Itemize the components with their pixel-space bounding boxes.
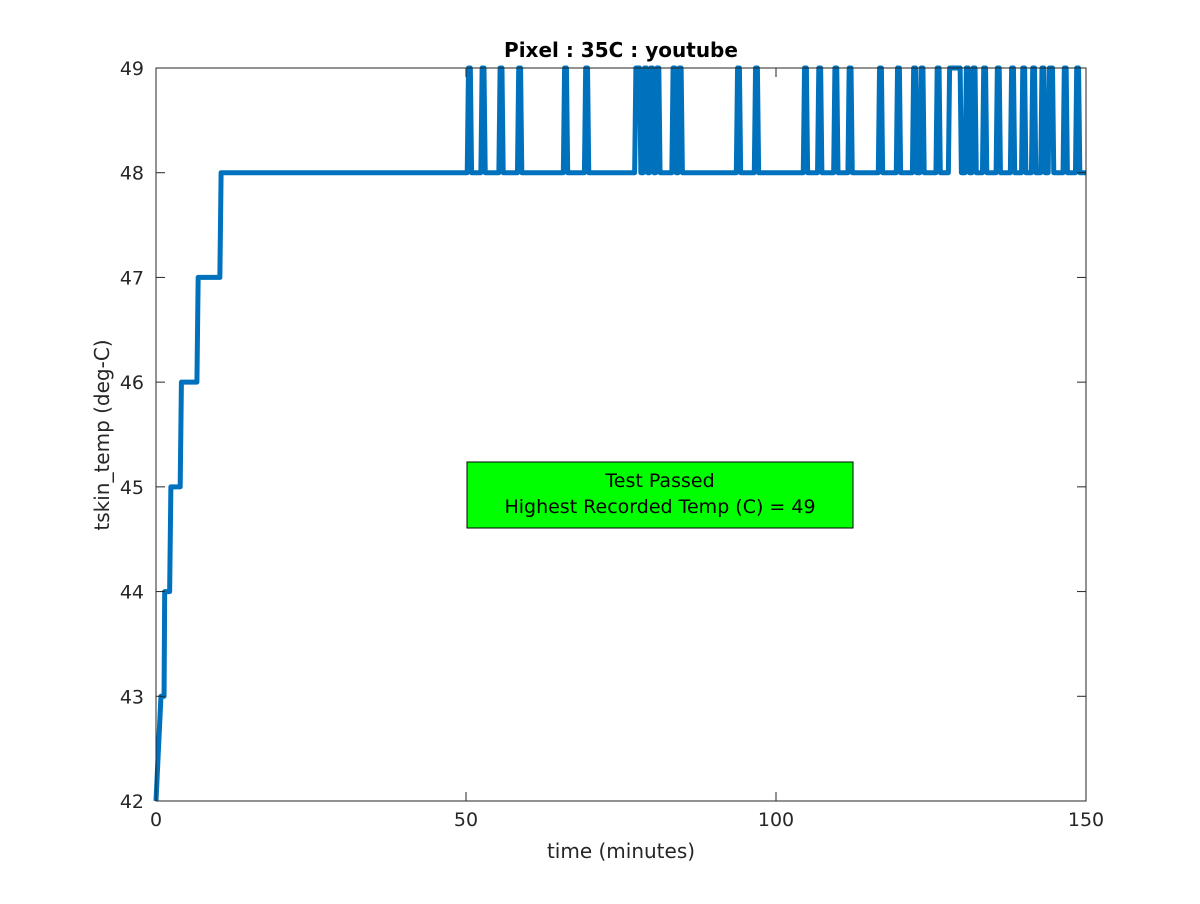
annotation-line-2: Highest Recorded Temp (C) = 49 xyxy=(504,496,815,518)
annotation-box: Test Passed Highest Recorded Temp (C) = … xyxy=(466,461,854,529)
chart-title: Pixel : 35C : youtube xyxy=(504,38,738,62)
annotation-background xyxy=(466,461,854,529)
x-tick-label: 50 xyxy=(454,809,478,831)
y-tick-label: 48 xyxy=(120,163,144,185)
y-tick-label: 49 xyxy=(120,58,144,80)
y-tick-label: 46 xyxy=(120,372,144,394)
y-tick-label: 47 xyxy=(120,267,144,289)
plot-frame xyxy=(155,67,1087,802)
x-axis-label: time (minutes) xyxy=(547,839,695,863)
x-tick-label: 100 xyxy=(758,809,794,831)
tick-layer: 0 50 100 150 42 43 44 45 46 47 48 49 xyxy=(120,58,1104,831)
annotation-line-1: Test Passed xyxy=(604,470,714,492)
y-tick-label: 43 xyxy=(120,686,144,708)
plot-area xyxy=(156,68,1086,801)
y-tick-label: 44 xyxy=(120,582,144,604)
y-tick-label: 42 xyxy=(120,791,144,813)
y-axis-label: tskin_temp (deg-C) xyxy=(90,339,114,530)
y-tick-label: 45 xyxy=(120,477,144,499)
x-tick-label: 150 xyxy=(1068,809,1104,831)
x-tick-label: 0 xyxy=(150,809,162,831)
